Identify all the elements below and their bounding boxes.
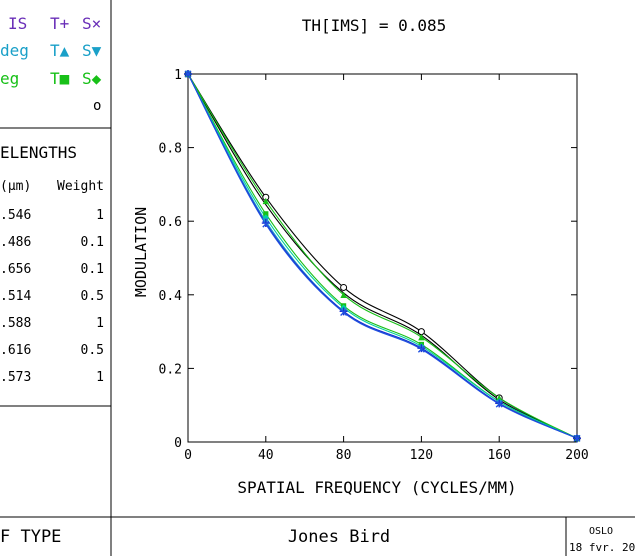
data-point bbox=[340, 308, 348, 316]
weight-value: 0.5 bbox=[81, 343, 104, 358]
wavelength-value: .546 bbox=[0, 208, 31, 223]
wavelength-title: ELENGTHS bbox=[0, 143, 77, 162]
legend-t-label: T■ bbox=[50, 69, 70, 88]
date-label: 18 fvr. 20 bbox=[569, 541, 635, 554]
y-tick-label: 0.4 bbox=[159, 289, 183, 304]
data-point bbox=[573, 434, 581, 442]
series-line bbox=[187, 73, 578, 439]
weight-column-header: Weight bbox=[57, 179, 104, 194]
series-line bbox=[187, 73, 578, 439]
weight-value: 0.5 bbox=[81, 289, 104, 304]
data-point bbox=[340, 283, 348, 291]
series-line bbox=[187, 73, 578, 439]
axes: 0 40 80 120 160 200 0 0.2 0.4 0.6 0.8 1 bbox=[159, 68, 589, 463]
x-tick-label: 0 bbox=[184, 448, 192, 463]
weight-value: 1 bbox=[96, 316, 104, 331]
weight-value: 0.1 bbox=[81, 262, 104, 277]
series-lines bbox=[187, 73, 578, 439]
lens-title: Jones Bird bbox=[288, 527, 390, 547]
data-point bbox=[417, 328, 425, 336]
y-tick-label: 0.6 bbox=[159, 215, 182, 230]
legend-field-label: eg bbox=[0, 69, 19, 88]
legend-t-label: T+ bbox=[50, 14, 69, 33]
field-legend: IS T+ S× deg T▲ S▼ eg T■ S◆ o bbox=[0, 14, 102, 114]
legend-s-label: S× bbox=[82, 14, 101, 33]
data-point bbox=[340, 291, 347, 298]
weight-value: 1 bbox=[96, 208, 104, 223]
x-tick-label: 200 bbox=[565, 448, 588, 463]
data-point bbox=[495, 400, 503, 408]
x-tick-label: 40 bbox=[258, 448, 274, 463]
y-tick-label: 0.2 bbox=[159, 362, 182, 377]
data-point bbox=[418, 333, 425, 341]
brand-label: OSLO bbox=[589, 526, 613, 537]
y-tick-label: 0 bbox=[174, 436, 182, 451]
data-point bbox=[339, 307, 348, 316]
series-line bbox=[187, 73, 578, 439]
series-line bbox=[187, 73, 578, 439]
data-point bbox=[261, 219, 270, 228]
data-point bbox=[262, 197, 269, 205]
data-point bbox=[262, 220, 270, 228]
series-markers bbox=[184, 70, 581, 443]
footer: F TYPE Jones Bird OSLO 18 fvr. 20 bbox=[0, 516, 635, 556]
wavelength-value: .616 bbox=[0, 343, 31, 358]
data-point bbox=[417, 344, 426, 353]
wavelength-value: .656 bbox=[0, 262, 31, 277]
wavelength-value: .588 bbox=[0, 316, 31, 331]
data-point bbox=[184, 70, 192, 78]
weight-value: 0.1 bbox=[81, 235, 104, 250]
x-tick-label: 160 bbox=[487, 448, 510, 463]
wavelength-column-header: (μm) bbox=[0, 179, 31, 194]
series-line bbox=[187, 73, 578, 439]
y-tick-label: 0.8 bbox=[159, 142, 182, 157]
x-axis-label: SPATIAL FREQUENCY (CYCLES/MM) bbox=[237, 478, 516, 497]
weight-value: 1 bbox=[96, 370, 104, 385]
wavelength-table: ELENGTHS (μm) Weight .546 1 .486 0.1 .656 0.1… bbox=[0, 127, 111, 407]
footer-type-label: F TYPE bbox=[0, 527, 61, 547]
legend-t-label: T▲ bbox=[50, 41, 70, 60]
x-tick-label: 120 bbox=[410, 448, 433, 463]
legend-field-label: deg bbox=[0, 41, 29, 60]
wavelength-rows: .546 1 .486 0.1 .656 0.1 .514 0.5 .588 1 .616 0.5 .5… bbox=[0, 208, 104, 385]
data-point bbox=[417, 345, 425, 353]
legend-diffraction-marker: o bbox=[93, 98, 101, 114]
wavelength-value: .486 bbox=[0, 235, 31, 250]
legend-s-label: S◆ bbox=[82, 69, 102, 88]
wavelength-value: .514 bbox=[0, 289, 31, 304]
y-axis-label: MODULATION bbox=[132, 207, 150, 297]
series-line bbox=[187, 73, 578, 439]
legend-field-label: IS bbox=[8, 14, 27, 33]
wavelength-value: .573 bbox=[0, 370, 31, 385]
series-line bbox=[187, 73, 578, 439]
plot-frame bbox=[187, 73, 578, 443]
mtf-chart: TH[IMS] = 0.085 0 40 80 120 160 200 0 0.2 0.4 0.6… bbox=[132, 16, 589, 497]
legend-s-label: S▼ bbox=[82, 41, 102, 60]
data-point bbox=[263, 211, 269, 217]
y-tick-label: 1 bbox=[174, 68, 182, 83]
x-tick-label: 80 bbox=[336, 448, 352, 463]
chart-title: TH[IMS] = 0.085 bbox=[302, 16, 447, 35]
